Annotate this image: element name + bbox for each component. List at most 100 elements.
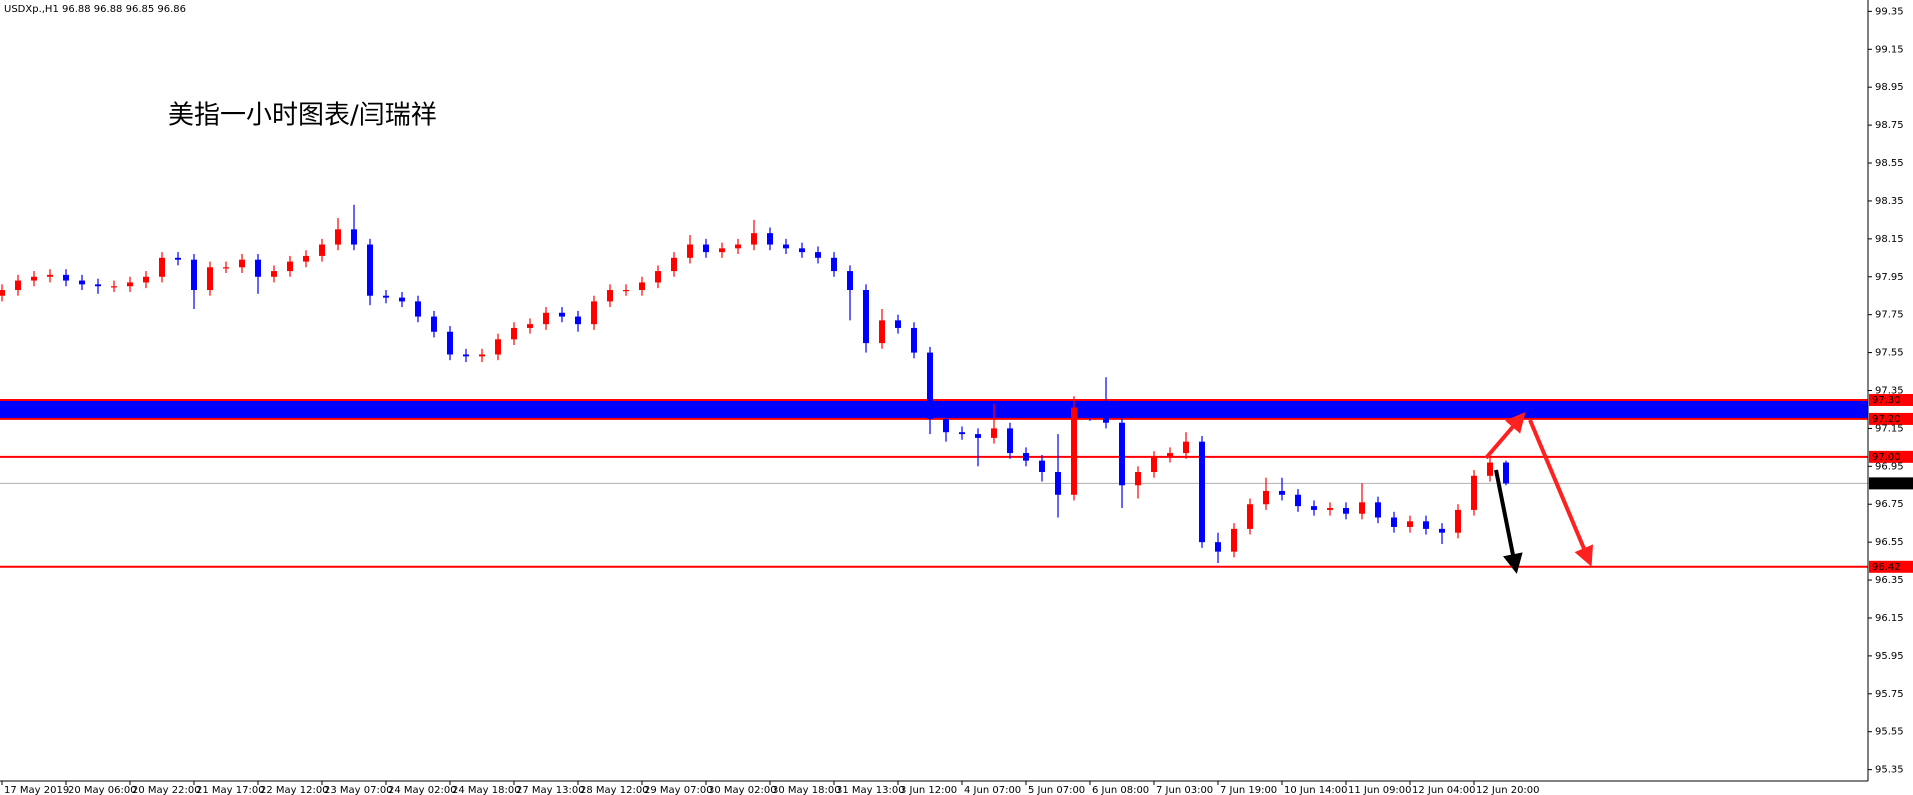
- candle-body: [303, 255, 309, 262]
- candle-body: [1119, 422, 1125, 486]
- candle-body: [223, 267, 229, 269]
- candle-body: [847, 271, 853, 291]
- last-price-label: 96.86: [1872, 478, 1901, 489]
- level-label: 97.00: [1872, 452, 1901, 463]
- candle-body: [287, 261, 293, 272]
- candle-body: [815, 252, 821, 258]
- level-label-box: [1869, 412, 1913, 425]
- candle-body: [1247, 504, 1253, 529]
- candle-body: [383, 295, 389, 298]
- x-tick-label: 22 May 12:00: [260, 785, 329, 795]
- candle-body: [671, 257, 677, 272]
- x-tick-label: 4 Jun 07:00: [964, 785, 1021, 795]
- candle-body: [735, 244, 741, 249]
- candle-body: [431, 316, 437, 332]
- candle-body: [1071, 407, 1077, 495]
- x-tick-label: 24 May 18:00: [452, 785, 521, 795]
- level-label: 97.20: [1872, 414, 1901, 425]
- candle-body: [1487, 462, 1493, 476]
- candle-body: [1007, 428, 1013, 454]
- candle-body: [1215, 542, 1221, 552]
- candle-body: [767, 233, 773, 245]
- candle-body: [655, 271, 661, 283]
- y-tick-label: 95.35: [1875, 765, 1904, 776]
- candle-body: [1135, 472, 1141, 486]
- candle-body: [175, 257, 181, 260]
- x-tick-label: 30 May 02:00: [708, 785, 777, 795]
- last-price-box: [1869, 477, 1913, 490]
- candle-body: [719, 248, 725, 253]
- arrow-down-black: [1494, 469, 1523, 574]
- x-tick-label: 5 Jun 07:00: [1028, 785, 1085, 795]
- candle-body: [31, 276, 37, 281]
- y-tick-label: 97.15: [1875, 423, 1904, 434]
- level-label-box: [1869, 393, 1913, 406]
- y-tick-label: 98.55: [1875, 158, 1904, 169]
- y-tick-label: 99.35: [1875, 6, 1904, 17]
- candle-body: [255, 259, 261, 277]
- y-tick-label: 96.15: [1875, 613, 1904, 624]
- y-tick-label: 97.35: [1875, 386, 1904, 397]
- candle-body: [63, 274, 69, 281]
- candle-body: [1199, 441, 1205, 543]
- candle-body: [959, 432, 965, 435]
- y-tick-label: 98.15: [1875, 234, 1904, 245]
- x-tick-label: 31 May 13:00: [836, 785, 905, 795]
- candle-body: [1103, 415, 1109, 423]
- candle-body: [335, 229, 341, 245]
- candle-body: [703, 244, 709, 253]
- candle-body: [1407, 521, 1413, 527]
- candle-body: [799, 248, 805, 253]
- candle-body: [351, 229, 357, 245]
- candle-body: [783, 244, 789, 249]
- candle-body: [15, 280, 21, 291]
- y-tick-label: 98.35: [1875, 196, 1904, 207]
- candle-body: [1327, 508, 1333, 510]
- candle-body: [271, 271, 277, 277]
- candle-body: [495, 339, 501, 355]
- candle-body: [895, 320, 901, 328]
- candle-body: [1087, 407, 1093, 416]
- y-tick-label: 97.55: [1875, 348, 1904, 359]
- x-tick-label: 24 May 02:00: [388, 785, 457, 795]
- candle-body: [207, 267, 213, 291]
- x-tick-label: 29 May 07:00: [644, 785, 713, 795]
- candle-body: [1039, 460, 1045, 473]
- y-tick-label: 95.75: [1875, 689, 1904, 700]
- candle-body: [1023, 453, 1029, 461]
- x-tick-label: 10 Jun 14:00: [1284, 785, 1348, 795]
- candle-body: [1423, 521, 1429, 529]
- candle-body: [831, 257, 837, 272]
- candle-body: [751, 233, 757, 245]
- x-tick-label: 3 Jun 12:00: [900, 785, 957, 795]
- x-tick-label: 6 Jun 08:00: [1092, 785, 1149, 795]
- candle-body: [1471, 475, 1477, 510]
- x-tick-label: 27 May 13:00: [516, 785, 585, 795]
- level-label: 97.30: [1872, 395, 1901, 406]
- candle-body: [479, 354, 485, 357]
- candle-body: [1167, 453, 1173, 457]
- candle-body: [159, 257, 165, 277]
- candle-body: [1375, 502, 1381, 518]
- arrow-down: [1528, 419, 1594, 567]
- candle-body: [463, 354, 469, 357]
- candle-body: [543, 312, 549, 325]
- candle-body: [111, 286, 117, 288]
- candle-body: [1455, 509, 1461, 533]
- plot-layer: [0, 398, 1868, 568]
- candle-body: [79, 280, 85, 285]
- level-label-box: [1869, 560, 1913, 573]
- zone-band: [0, 399, 1868, 419]
- arrow-up: [1484, 411, 1526, 460]
- candle-body: [447, 331, 453, 355]
- candle-body: [991, 428, 997, 438]
- candle-body: [1295, 494, 1301, 507]
- candle-body: [47, 274, 53, 277]
- y-tick-label: 95.95: [1875, 651, 1904, 662]
- candle-body: [367, 244, 373, 296]
- x-tick-label: 30 May 18:00: [772, 785, 841, 795]
- x-tick-label: 20 May 22:00: [132, 785, 201, 795]
- candle-body: [1231, 528, 1237, 552]
